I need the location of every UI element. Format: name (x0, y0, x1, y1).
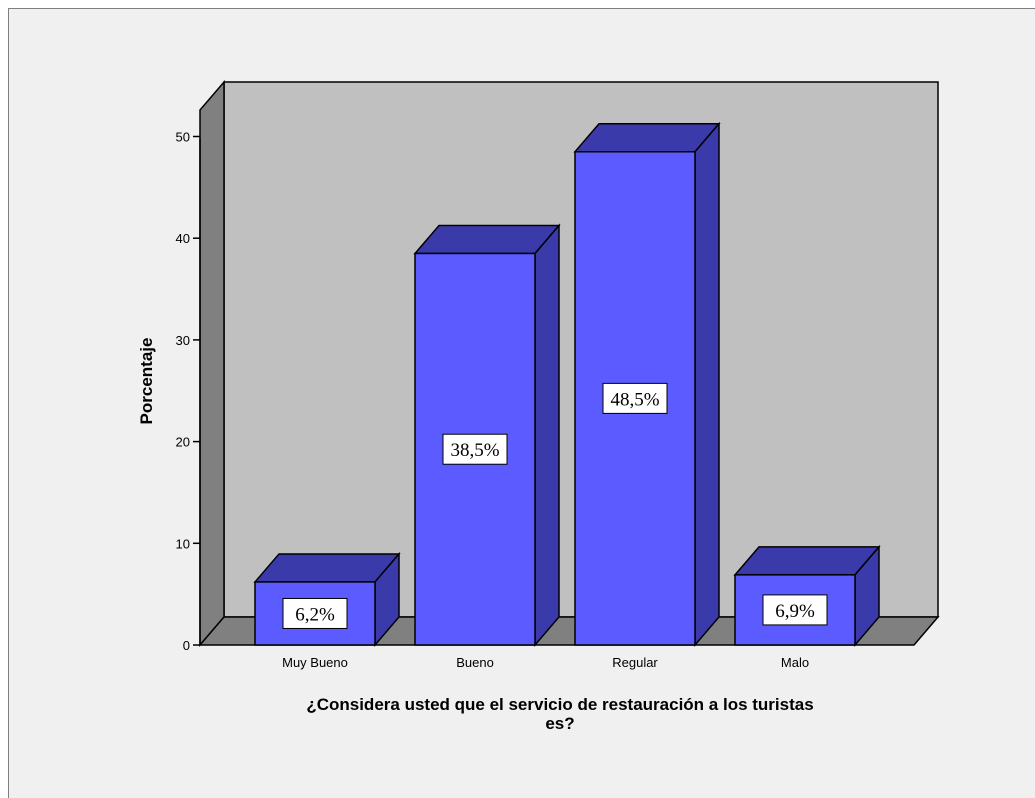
data-label: 48,5% (610, 389, 659, 410)
data-label: 38,5% (450, 440, 499, 461)
data-label-box (442, 433, 508, 465)
bar-side (534, 223, 560, 648)
data-label-box (602, 382, 668, 414)
y-axis: 0 10 20 30 40 50 (176, 130, 201, 653)
bar-side (694, 121, 720, 648)
data-label-box (762, 594, 828, 626)
bar-top (253, 553, 401, 583)
data-label-box (282, 597, 348, 629)
x-category-label: Malo (781, 655, 809, 670)
bar (734, 574, 856, 646)
x-category-label: Bueno (456, 655, 494, 670)
x-category-label: Muy Bueno (282, 655, 348, 670)
y-tick-label: 40 (176, 231, 190, 246)
bars: 6,2% 38,5% 48,5% 6,9% (253, 121, 881, 648)
y-tick-label: 0 (183, 638, 190, 653)
bar-top (413, 224, 561, 255)
y-tick-label: 30 (176, 333, 190, 348)
data-label: 6,9% (775, 601, 815, 622)
x-axis-title-line-1: ¿Considera usted que el servicio de rest… (306, 695, 813, 714)
y-tick-label: 10 (176, 536, 190, 551)
y-tick-label: 50 (176, 130, 190, 145)
side-wall (199, 79, 225, 648)
x-axis-title-line-2: es? (545, 714, 574, 733)
x-axis-labels: Muy Bueno Bueno Regular Malo (282, 655, 809, 670)
bar-top (733, 546, 881, 576)
data-label: 6,2% (295, 604, 335, 625)
x-category-label: Regular (612, 655, 658, 670)
y-tick-label: 20 (176, 435, 190, 450)
bar-top (573, 123, 721, 153)
y-axis-title: Porcentaje (137, 338, 156, 425)
